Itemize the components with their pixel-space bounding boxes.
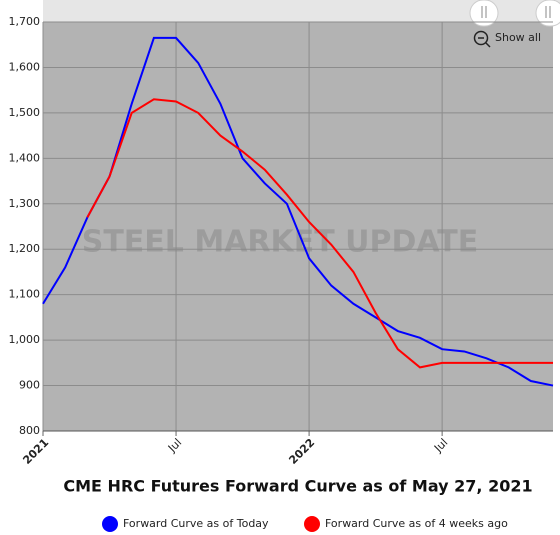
y-tick-label: 800: [19, 424, 40, 437]
y-tick-label: 1,300: [9, 197, 41, 210]
x-tick-label: 2021: [20, 436, 51, 467]
y-tick-label: 1,000: [9, 333, 41, 346]
legend-label: Forward Curve as of Today: [123, 517, 269, 530]
y-tick-label: 900: [19, 379, 40, 392]
x-tick-label: Jul: [431, 436, 450, 455]
zoom-icon: [485, 42, 491, 48]
legend-label: Forward Curve as of 4 weeks ago: [325, 517, 508, 530]
show-all-button[interactable]: Show all: [473, 30, 542, 48]
watermark: STEEL MARKET UPDATE: [82, 225, 479, 260]
x-tick-label: Jul: [165, 436, 184, 455]
legend-item[interactable]: Forward Curve as of 4 weeks ago: [304, 516, 508, 532]
y-tick-label: 1,400: [9, 151, 41, 164]
show-all-label[interactable]: Show all: [495, 31, 541, 44]
y-tick-label: 1,600: [9, 60, 41, 73]
y-tick-label: 1,100: [9, 288, 41, 301]
chart-title: CME HRC Futures Forward Curve as of May …: [63, 477, 532, 496]
zoom-icon: [473, 30, 489, 46]
navigator: [43, 0, 560, 22]
series-line: [42, 36, 554, 387]
y-tick-label: 1,500: [9, 106, 41, 119]
legend-marker: [304, 516, 320, 532]
legend-item[interactable]: Forward Curve as of Today: [102, 516, 269, 532]
y-tick-label: 1,200: [9, 242, 41, 255]
series-line: [86, 98, 553, 369]
navigator-handle[interactable]: [469, 0, 499, 27]
y-tick-label: 1,700: [9, 15, 41, 28]
grid: [42, 21, 553, 432]
x-tick-label: 2022: [286, 436, 317, 467]
navigator-handle[interactable]: [535, 0, 560, 27]
legend-marker: [102, 516, 118, 532]
